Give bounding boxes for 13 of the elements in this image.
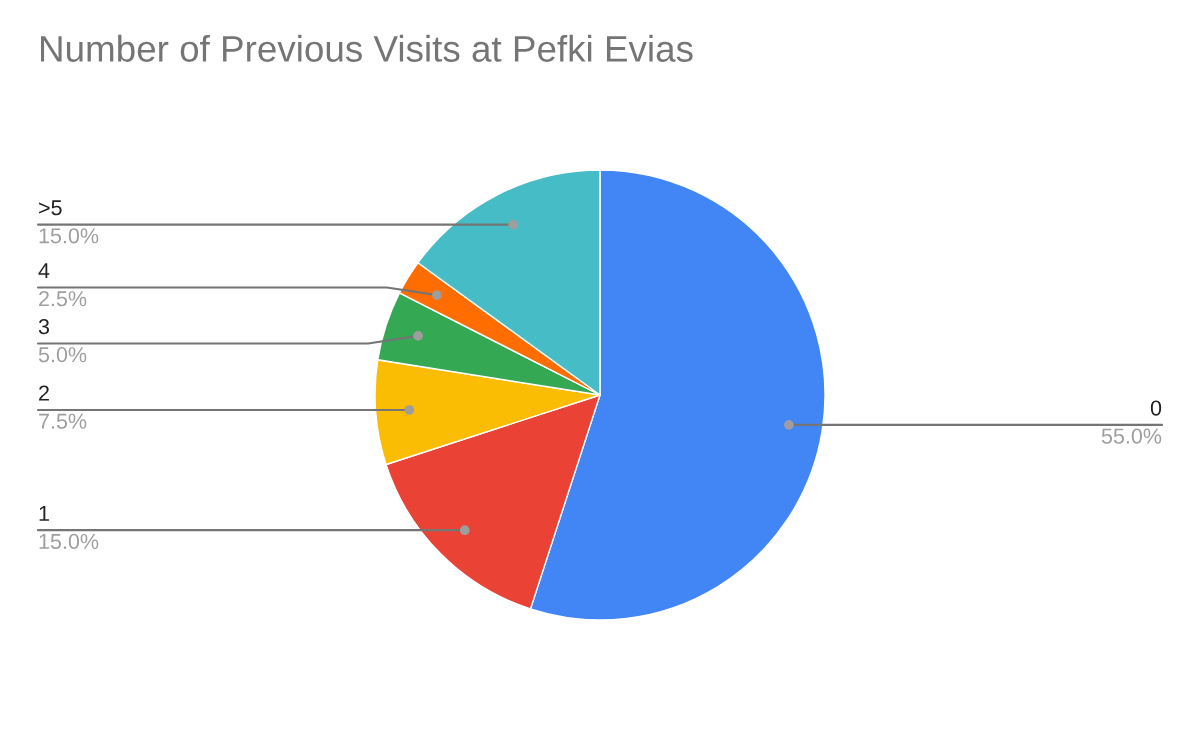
slice-label: 2 [39, 385, 49, 401]
data-label: 2.5% [39, 291, 87, 307]
slice-label: 3 [38, 318, 50, 335]
data-label: 5.0% [38, 347, 87, 363]
data-label: 7.5% [39, 413, 87, 429]
data-label: 55.0% [1101, 428, 1162, 444]
slice-label: 0 [1150, 400, 1162, 416]
data-label: 15.0% [39, 533, 99, 550]
data-label: 15.0% [39, 228, 99, 244]
slice-label: 1 [39, 505, 49, 521]
slice-label: 4 [38, 263, 50, 279]
slice-label: >5 [39, 200, 62, 216]
chart-title: Number of Previous Visits at Pefki Evias [41, 34, 693, 62]
